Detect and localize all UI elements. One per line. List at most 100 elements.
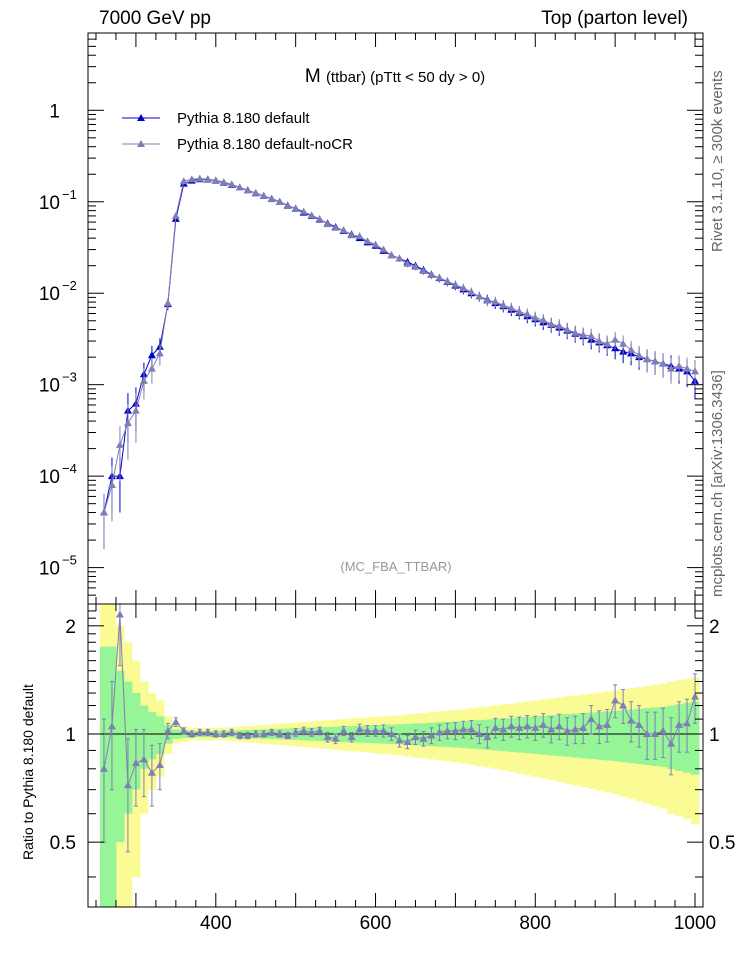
ratio-point [411, 733, 420, 741]
data-point [395, 254, 404, 262]
data-point [603, 339, 612, 347]
data-point [491, 297, 500, 305]
ratio-point [355, 725, 364, 733]
ratio-point [451, 726, 460, 734]
data-point [219, 178, 228, 186]
ratio-point [219, 729, 228, 737]
y-tick-label: 10 [39, 559, 60, 580]
x-tick-label: 800 [519, 913, 551, 934]
ratio-point [139, 755, 148, 763]
ratio-point [635, 720, 644, 728]
legend-label-1: Pythia 8.180 default [177, 110, 310, 127]
ratio-point [619, 701, 628, 709]
data-point [267, 195, 276, 203]
data-point [139, 376, 148, 384]
data-point [683, 364, 692, 372]
band-inner-bin [619, 710, 628, 763]
x-tick-label: 400 [200, 913, 232, 934]
ratio-point [667, 739, 676, 747]
y-tick-label: 1 [65, 725, 76, 746]
data-point [387, 251, 396, 259]
ratio-point [275, 729, 284, 737]
ratio-point [483, 733, 492, 741]
y-tick-label-right: 0.5 [709, 833, 735, 854]
data-point [411, 262, 420, 270]
ratio-point [107, 722, 116, 730]
data-point [147, 364, 156, 372]
data-point [155, 349, 164, 357]
data-point [339, 226, 348, 234]
data-point [619, 339, 628, 347]
data-point [539, 315, 548, 323]
y-tick-label: 10 [39, 193, 60, 214]
data-point [443, 277, 452, 285]
ratio-point [259, 729, 268, 737]
ratio-point [571, 725, 580, 733]
data-point [211, 176, 220, 184]
data-point [595, 337, 604, 345]
ratio-point [395, 736, 404, 744]
ratio-point [131, 759, 140, 767]
data-point [419, 266, 428, 274]
data-point [499, 301, 508, 309]
y-tick-label-right: 2 [709, 617, 720, 638]
band-inner-bin [155, 716, 165, 754]
data-point [307, 211, 316, 219]
data-point [579, 330, 588, 338]
ratio-point [499, 725, 508, 733]
data-point [163, 299, 172, 307]
legend-marker-1 [137, 114, 145, 121]
y-tick-label: 10 [39, 467, 60, 488]
data-point [283, 201, 292, 209]
ratio-point [267, 728, 276, 736]
y-tick-exponent: −4 [62, 461, 77, 476]
ratio-point [211, 729, 220, 737]
ratio-point [675, 720, 684, 728]
data-point [227, 180, 236, 188]
ratio-point [403, 737, 412, 745]
ratio-point [507, 722, 516, 730]
ratio-point [611, 696, 620, 704]
ratio-point [339, 726, 348, 734]
y-tick-exponent: −1 [62, 187, 77, 202]
ratio-point [283, 731, 292, 739]
ratio-point [603, 720, 612, 728]
band-inner-bin [611, 710, 620, 762]
y-tick-label: 2 [65, 617, 76, 638]
ratio-point [523, 722, 532, 730]
ratio-point [299, 726, 308, 734]
data-point [507, 303, 516, 311]
ratio-point [627, 716, 636, 724]
data-point [675, 362, 684, 370]
band-inner-bin [115, 670, 125, 843]
ratio-point [331, 734, 340, 742]
ratio-point [539, 720, 548, 728]
ratio-point [99, 764, 108, 772]
data-point [451, 280, 460, 288]
ratio-point [243, 731, 252, 739]
ratio-point [467, 725, 476, 733]
data-point [171, 211, 180, 219]
ratio-point [691, 692, 700, 700]
ratio-point [147, 768, 156, 776]
main-plot: 10−510−410−310−210 −11M (ttbar) (pTtt < 5… [39, 32, 704, 605]
ratio-point [203, 728, 212, 736]
ratio-point [443, 726, 452, 734]
ratio-plot: 400 600 800 1000 0.5 0.5 1 1 2 2 [50, 603, 735, 934]
data-point [691, 367, 700, 375]
y-tick-label: 1 [49, 101, 60, 122]
ratio-point [155, 760, 164, 768]
ratio-point [435, 728, 444, 736]
y-tick-label: 10 [39, 376, 60, 397]
data-point [403, 259, 412, 267]
y-tick-exponent: −3 [62, 370, 77, 385]
ratio-point [235, 731, 244, 739]
ratio-point [227, 728, 236, 736]
data-point [643, 355, 652, 363]
data-point [611, 335, 620, 343]
band-inner-bin [691, 701, 700, 775]
ratio-point [123, 781, 132, 789]
ratio-point [379, 726, 388, 734]
ratio-point [171, 717, 180, 725]
ratio-point [547, 725, 556, 733]
